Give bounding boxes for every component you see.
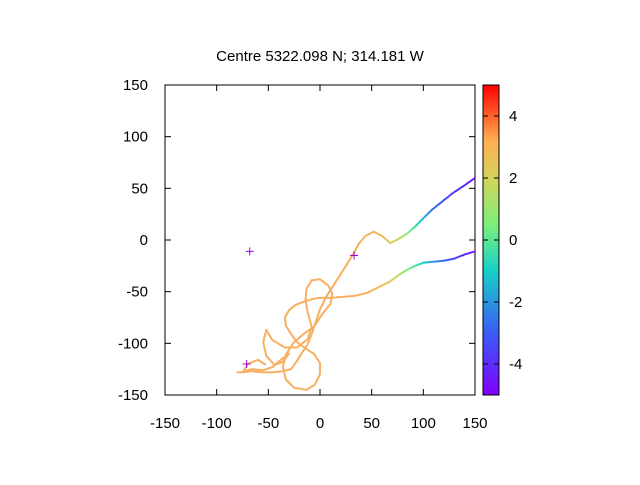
data-point: [343, 295, 346, 298]
colorbar-tick-label: -2: [509, 294, 522, 311]
series-track: [236, 176, 475, 374]
x-tick-label: 150: [462, 415, 487, 432]
marker-layer: [242, 247, 359, 368]
plus-marker: [242, 360, 251, 368]
plus-marker: [245, 247, 254, 256]
x-tick-label: -50: [257, 415, 279, 432]
data-point: [286, 346, 290, 349]
data-point: [302, 388, 305, 391]
data-point: [293, 346, 296, 349]
data-point: [327, 296, 330, 299]
data-point: [318, 296, 321, 299]
y-tick-label: -100: [118, 335, 148, 352]
data-point: [321, 296, 324, 299]
y-axis: -150 -100 -50 0 50 100 150: [118, 77, 475, 404]
data-point: [349, 295, 352, 298]
plot-frame: [164, 84, 476, 396]
colorbar-ticks: 4 2 0 -2 -4: [483, 108, 522, 373]
colorbar-tick-label: 2: [509, 170, 517, 187]
data-point: [324, 296, 327, 299]
y-tick-label: -50: [126, 284, 148, 301]
y-tick-label: 150: [123, 77, 148, 94]
data-point: [340, 295, 343, 299]
x-tick-label: 0: [316, 415, 324, 432]
y-tick-label: -150: [118, 387, 148, 404]
data-point: [337, 296, 340, 299]
x-tick-label: 50: [363, 415, 380, 432]
data-point: [346, 295, 349, 298]
y-tick-label: 100: [123, 129, 148, 146]
y-tick-label: 50: [131, 180, 148, 197]
data-point: [290, 346, 293, 349]
data-point: [306, 308, 309, 311]
data-point: [296, 346, 299, 349]
x-axis: -150 -100 -50 0 50 100 150: [150, 85, 488, 432]
data-point: [264, 363, 267, 366]
y-tick-label: 0: [140, 232, 148, 249]
colorbar-tick-label: 0: [509, 232, 517, 249]
colorbar-tick-label: 4: [509, 108, 517, 125]
data-layer: [236, 176, 475, 391]
series-track: [242, 250, 475, 391]
chart-title: Centre 5322.098 N; 314.181 W: [216, 48, 424, 65]
data-point: [305, 388, 308, 391]
x-tick-label: 100: [411, 415, 436, 432]
data-point: [305, 301, 308, 305]
x-tick-label: -100: [202, 415, 232, 432]
data-point: [305, 305, 308, 308]
plus-marker: [350, 251, 359, 260]
data-point: [333, 296, 337, 299]
data-point: [352, 294, 355, 297]
colorbar-tick-label: -4: [509, 356, 522, 373]
x-tick-label: -150: [150, 415, 180, 432]
data-point: [236, 371, 239, 374]
